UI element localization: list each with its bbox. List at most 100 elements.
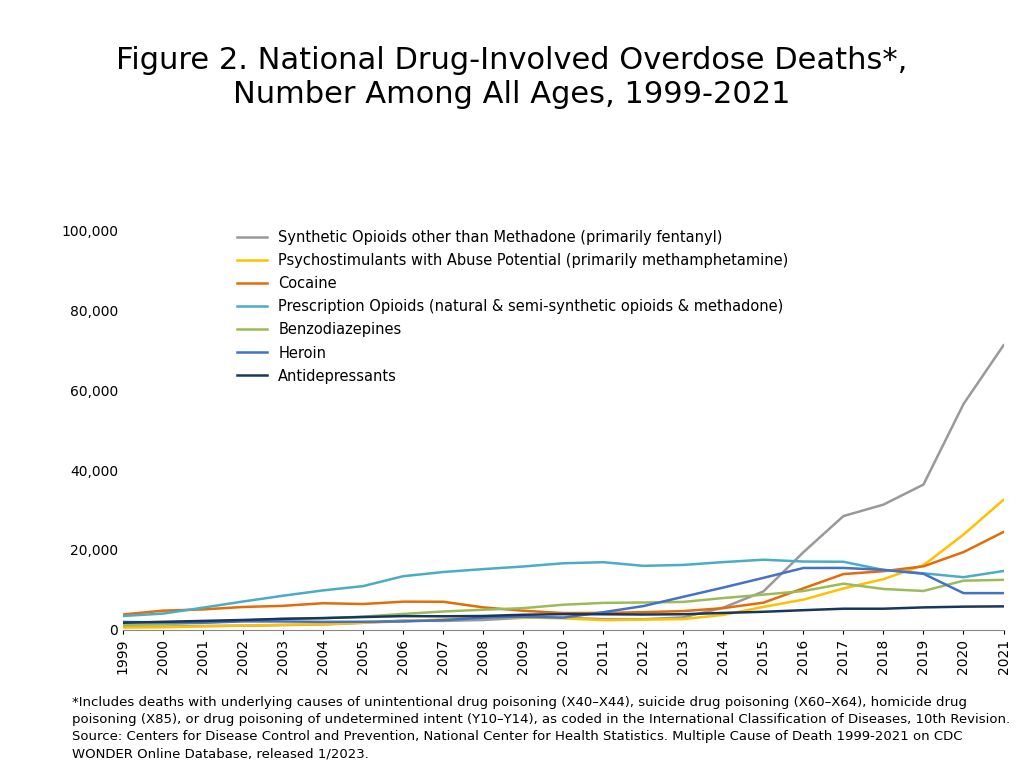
Synthetic Opioids other than Methadone (primarily fentanyl) <box>397 616 410 625</box>
Antidepressants <box>798 606 810 615</box>
Antidepressants <box>677 610 689 619</box>
Cocaine <box>557 608 569 617</box>
Antidepressants <box>757 607 769 617</box>
Prescription Opioids (natural & semi-synthetic opioids & methadone) <box>237 597 249 606</box>
Benzodiazepines <box>357 612 370 621</box>
Cocaine <box>918 561 930 571</box>
Synthetic Opioids other than Methadone (primarily fentanyl) <box>757 587 769 596</box>
Synthetic Opioids other than Methadone (primarily fentanyl) <box>557 613 569 622</box>
Prescription Opioids (natural & semi-synthetic opioids & methadone) <box>717 558 729 567</box>
Synthetic Opioids other than Methadone (primarily fentanyl) <box>276 621 289 630</box>
Prescription Opioids (natural & semi-synthetic opioids & methadone) <box>477 564 489 574</box>
Synthetic Opioids other than Methadone (primarily fentanyl) <box>717 603 729 612</box>
Line: Benzodiazepines: Benzodiazepines <box>123 580 1004 625</box>
Line: Synthetic Opioids other than Methadone (primarily fentanyl): Synthetic Opioids other than Methadone (… <box>123 346 1004 627</box>
Prescription Opioids (natural & semi-synthetic opioids & methadone) <box>918 568 930 578</box>
Antidepressants <box>316 614 329 623</box>
Cocaine <box>117 610 129 619</box>
Heroin <box>557 613 569 622</box>
Cocaine <box>316 598 329 607</box>
Cocaine <box>517 606 529 615</box>
Benzodiazepines <box>157 620 169 629</box>
Heroin <box>918 569 930 578</box>
Antidepressants <box>717 608 729 617</box>
Heroin <box>677 592 689 601</box>
Benzodiazepines <box>957 576 970 585</box>
Prescription Opioids (natural & semi-synthetic opioids & methadone) <box>316 586 329 595</box>
Heroin <box>717 583 729 592</box>
Psychostimulants with Abuse Potential (primarily methamphetamine) <box>677 614 689 624</box>
Prescription Opioids (natural & semi-synthetic opioids & methadone) <box>637 561 649 571</box>
Antidepressants <box>597 610 609 619</box>
Psychostimulants with Abuse Potential (primarily methamphetamine) <box>477 613 489 622</box>
Heroin <box>597 607 609 617</box>
Heroin <box>517 612 529 621</box>
Prescription Opioids (natural & semi-synthetic opioids & methadone) <box>597 558 609 567</box>
Heroin <box>237 617 249 626</box>
Line: Antidepressants: Antidepressants <box>123 607 1004 623</box>
Antidepressants <box>197 616 209 625</box>
Benzodiazepines <box>878 584 890 594</box>
Cocaine <box>276 601 289 611</box>
Synthetic Opioids other than Methadone (primarily fentanyl) <box>157 622 169 631</box>
Psychostimulants with Abuse Potential (primarily methamphetamine) <box>597 615 609 624</box>
Synthetic Opioids other than Methadone (primarily fentanyl) <box>637 614 649 624</box>
Synthetic Opioids other than Methadone (primarily fentanyl) <box>316 620 329 629</box>
Prescription Opioids (natural & semi-synthetic opioids & methadone) <box>197 603 209 612</box>
Psychostimulants with Abuse Potential (primarily methamphetamine) <box>717 611 729 620</box>
Cocaine <box>957 548 970 557</box>
Benzodiazepines <box>437 607 450 616</box>
Prescription Opioids (natural & semi-synthetic opioids & methadone) <box>757 555 769 564</box>
Synthetic Opioids other than Methadone (primarily fentanyl) <box>997 341 1010 350</box>
Psychostimulants with Abuse Potential (primarily methamphetamine) <box>517 613 529 622</box>
Benzodiazepines <box>197 618 209 627</box>
Cocaine <box>157 606 169 615</box>
Prescription Opioids (natural & semi-synthetic opioids & methadone) <box>878 565 890 574</box>
Text: Figure 2. National Drug-Involved Overdose Deaths*,
Number Among All Ages, 1999-2: Figure 2. National Drug-Involved Overdos… <box>117 46 907 109</box>
Prescription Opioids (natural & semi-synthetic opioids & methadone) <box>997 566 1010 575</box>
Heroin <box>117 617 129 627</box>
Prescription Opioids (natural & semi-synthetic opioids & methadone) <box>957 573 970 582</box>
Antidepressants <box>237 615 249 624</box>
Antidepressants <box>997 602 1010 611</box>
Antidepressants <box>557 610 569 619</box>
Heroin <box>397 617 410 626</box>
Benzodiazepines <box>237 616 249 625</box>
Psychostimulants with Abuse Potential (primarily methamphetamine) <box>798 595 810 604</box>
Psychostimulants with Abuse Potential (primarily methamphetamine) <box>557 614 569 623</box>
Text: *Includes deaths with underlying causes of unintentional drug poisoning (X40–X44: *Includes deaths with underlying causes … <box>72 697 1010 760</box>
Antidepressants <box>637 610 649 619</box>
Psychostimulants with Abuse Potential (primarily methamphetamine) <box>997 495 1010 505</box>
Synthetic Opioids other than Methadone (primarily fentanyl) <box>357 618 370 627</box>
Prescription Opioids (natural & semi-synthetic opioids & methadone) <box>157 609 169 618</box>
Prescription Opioids (natural & semi-synthetic opioids & methadone) <box>838 557 850 566</box>
Antidepressants <box>117 618 129 627</box>
Cocaine <box>477 603 489 612</box>
Benzodiazepines <box>677 598 689 607</box>
Synthetic Opioids other than Methadone (primarily fentanyl) <box>237 621 249 631</box>
Synthetic Opioids other than Methadone (primarily fentanyl) <box>517 613 529 622</box>
Antidepressants <box>276 614 289 624</box>
Benzodiazepines <box>597 598 609 607</box>
Prescription Opioids (natural & semi-synthetic opioids & methadone) <box>397 571 410 581</box>
Psychostimulants with Abuse Potential (primarily methamphetamine) <box>838 584 850 593</box>
Prescription Opioids (natural & semi-synthetic opioids & methadone) <box>517 562 529 571</box>
Psychostimulants with Abuse Potential (primarily methamphetamine) <box>316 620 329 629</box>
Cocaine <box>237 602 249 611</box>
Synthetic Opioids other than Methadone (primarily fentanyl) <box>197 621 209 631</box>
Benzodiazepines <box>117 621 129 630</box>
Synthetic Opioids other than Methadone (primarily fentanyl) <box>957 399 970 409</box>
Heroin <box>957 588 970 598</box>
Psychostimulants with Abuse Potential (primarily methamphetamine) <box>117 623 129 632</box>
Prescription Opioids (natural & semi-synthetic opioids & methadone) <box>557 558 569 568</box>
Heroin <box>878 565 890 574</box>
Cocaine <box>397 597 410 606</box>
Heroin <box>477 613 489 622</box>
Synthetic Opioids other than Methadone (primarily fentanyl) <box>798 548 810 557</box>
Prescription Opioids (natural & semi-synthetic opioids & methadone) <box>677 561 689 570</box>
Cocaine <box>437 598 450 607</box>
Prescription Opioids (natural & semi-synthetic opioids & methadone) <box>798 557 810 566</box>
Cocaine <box>637 607 649 617</box>
Antidepressants <box>477 611 489 621</box>
Heroin <box>357 617 370 627</box>
